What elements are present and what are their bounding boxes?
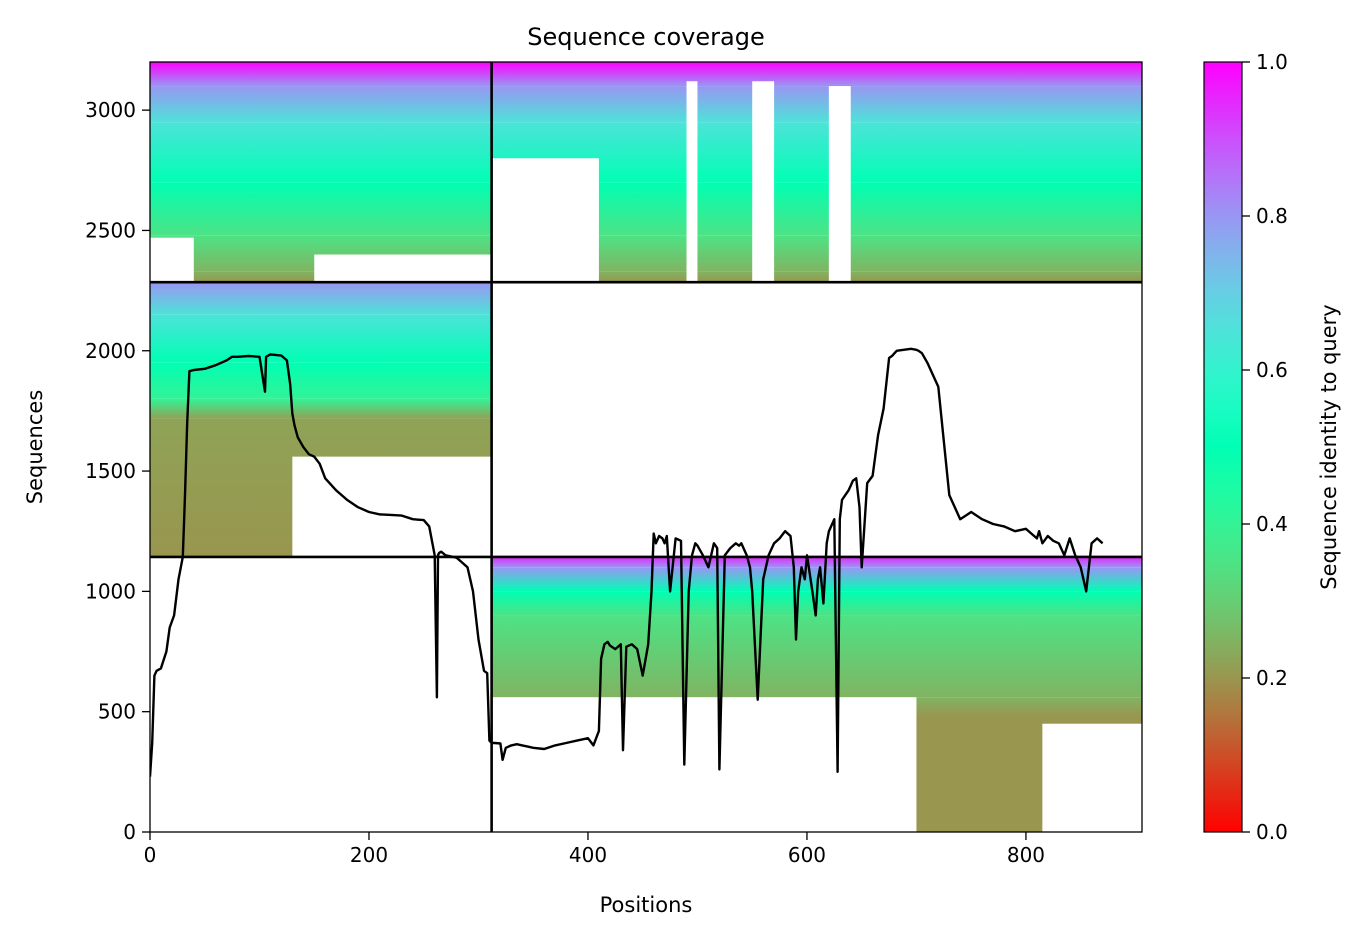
y-tick-label: 1000 bbox=[85, 579, 136, 603]
msa-gap-region bbox=[686, 81, 698, 283]
msa-identity-band bbox=[491, 556, 1142, 568]
coverage-line bbox=[150, 347, 1104, 777]
colorbar-tick-label: 1.0 bbox=[1256, 50, 1288, 74]
colorbar-ticks: 0.0 0.2 0.4 0.6 0.8 1.0 bbox=[1242, 50, 1288, 844]
msa-identity-band bbox=[150, 86, 492, 123]
y-tick-label: 500 bbox=[98, 700, 136, 724]
msa-identity-band bbox=[491, 615, 1142, 698]
y-tick-label: 2000 bbox=[85, 339, 136, 363]
msa-identity-band bbox=[491, 182, 1142, 236]
colorbar-tick-label: 0.2 bbox=[1256, 666, 1288, 690]
msa-identity-band bbox=[150, 282, 492, 315]
colorbar-tick-label: 0.8 bbox=[1256, 204, 1288, 228]
colorbar bbox=[1203, 61, 1243, 833]
x-tick-label: 400 bbox=[569, 843, 607, 867]
msa-identity-band bbox=[150, 398, 492, 419]
y-axis-label: Sequences bbox=[23, 390, 47, 505]
colorbar-tick-label: 0.6 bbox=[1256, 358, 1288, 382]
y-tick-label: 3000 bbox=[85, 98, 136, 122]
msa-identity-band bbox=[491, 122, 1142, 183]
plot-frame bbox=[149, 61, 1143, 833]
msa-gap-region bbox=[150, 237, 194, 283]
colorbar-tick-label: 0.0 bbox=[1256, 820, 1288, 844]
msa-gap-region bbox=[828, 86, 851, 283]
msa-identity-band bbox=[491, 271, 1142, 283]
msa-blocks bbox=[150, 62, 1142, 832]
msa-identity-band bbox=[491, 62, 1142, 87]
y-tick-label: 2500 bbox=[85, 218, 136, 242]
chain-boundaries bbox=[150, 62, 1142, 832]
x-tick-label: 800 bbox=[1007, 843, 1045, 867]
msa-gap-region bbox=[752, 81, 775, 283]
msa-identity-band bbox=[150, 122, 492, 183]
x-tick-label: 200 bbox=[350, 843, 388, 867]
x-axis-ticks: 0 200 400 600 800 bbox=[144, 832, 1045, 867]
msa-identity-band bbox=[491, 86, 1142, 123]
msa-gap-region bbox=[491, 158, 599, 283]
y-axis-ticks: 0 500 1000 1500 2000 2500 3000 bbox=[85, 98, 150, 844]
colorbar-label: Sequence identity to query bbox=[1317, 304, 1341, 589]
msa-gap-region bbox=[314, 254, 492, 283]
msa-identity-band bbox=[491, 235, 1142, 272]
msa-identity-band bbox=[150, 62, 492, 87]
chart-title: Sequence coverage bbox=[527, 23, 764, 51]
msa-gap-region bbox=[1042, 723, 1142, 832]
plot-area bbox=[150, 62, 1142, 832]
msa-identity-band bbox=[150, 182, 492, 236]
msa-gap-region bbox=[292, 456, 492, 557]
msa-gaps bbox=[150, 81, 1142, 832]
x-axis-label: Positions bbox=[600, 893, 693, 917]
msa-identity-band bbox=[150, 314, 492, 363]
x-tick-label: 0 bbox=[144, 843, 157, 867]
msa-gap-region bbox=[491, 697, 917, 832]
y-tick-label: 0 bbox=[123, 820, 136, 844]
x-tick-label: 600 bbox=[788, 843, 826, 867]
y-tick-label: 1500 bbox=[85, 459, 136, 483]
colorbar-tick-label: 0.4 bbox=[1256, 512, 1288, 536]
